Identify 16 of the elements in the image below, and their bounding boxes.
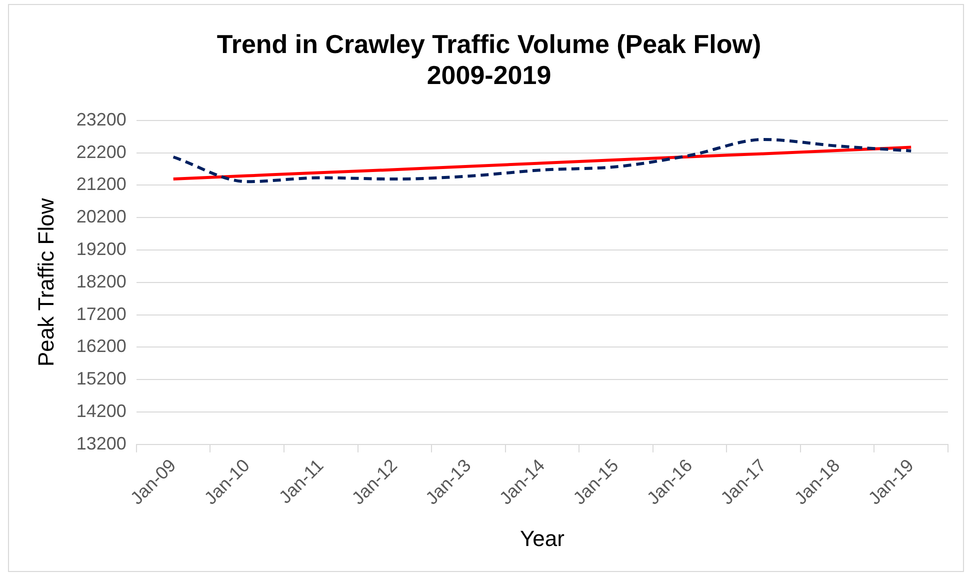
line-series bbox=[172, 146, 913, 181]
chart-title: Trend in Crawley Traffic Volume (Peak Flow) 2009-2019 bbox=[216, 28, 762, 90]
y-tick-label: 16200 bbox=[76, 336, 126, 356]
y-axis-title: Peak Traffic Flow bbox=[33, 198, 58, 367]
y-tick-label: 23200 bbox=[76, 109, 126, 130]
y-tick-label: 18200 bbox=[76, 271, 126, 292]
line-series bbox=[172, 138, 913, 184]
y-tick-label: 15200 bbox=[76, 368, 126, 389]
y-tick-label: 17200 bbox=[76, 304, 126, 324]
y-tick-label: 19200 bbox=[76, 238, 126, 259]
y-tick-label: 20200 bbox=[76, 206, 126, 227]
y-tick-label: 14200 bbox=[76, 400, 126, 421]
y-tick-label: 13200 bbox=[76, 433, 126, 454]
y-tick-label: 21200 bbox=[76, 174, 126, 194]
y-tick-label: 22200 bbox=[76, 142, 126, 162]
x-axis-title: Year bbox=[520, 526, 564, 551]
